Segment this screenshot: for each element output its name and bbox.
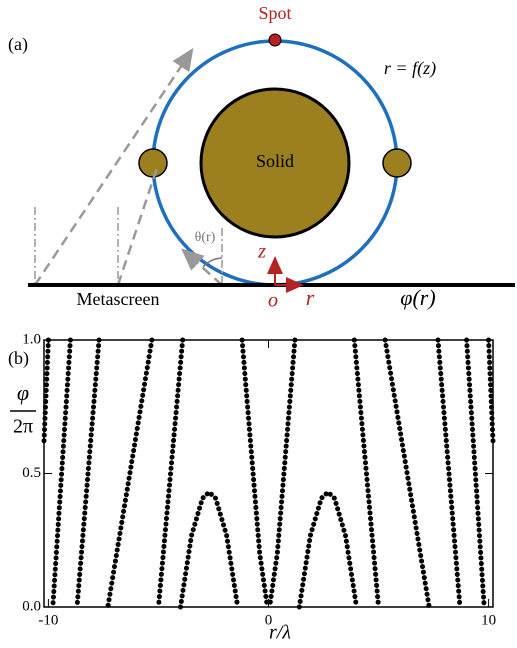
phase-label: φ(r) <box>400 285 435 310</box>
phase-curve <box>158 340 182 607</box>
plot-frame <box>44 340 493 607</box>
solid-label: Solid <box>256 151 294 171</box>
phase-curve <box>108 340 152 607</box>
curve-label: r = f(z) <box>384 58 436 79</box>
normals <box>35 207 222 285</box>
spot-label: Spot <box>258 3 291 23</box>
rays <box>35 50 222 285</box>
diagram: (a) Spot r = f(z) Solid θ(r) z o r Metas… <box>8 3 515 311</box>
x-tick-label: -10 <box>38 612 58 628</box>
spot-dot <box>269 34 281 46</box>
y-tick-label: 0.5 <box>22 465 41 481</box>
phase-chart: (b) r/λ φ 2π -10 0 10 0.0 0.5 1.0 <box>8 331 496 643</box>
ray <box>35 50 192 285</box>
phase-curve <box>354 340 378 607</box>
y-axis-label: 2π <box>13 416 33 438</box>
phase-curve <box>242 340 267 607</box>
phase-curve <box>467 340 485 607</box>
phase-curve <box>180 492 237 607</box>
small-particle <box>139 149 167 177</box>
phase-curve <box>77 340 99 607</box>
page: {"diagram": {"panel_label": "(a)", "spot… <box>0 0 517 648</box>
x-axis-label: r/λ <box>269 622 291 644</box>
x-tick-label: 0 <box>265 612 273 628</box>
z-label: z <box>257 241 266 263</box>
y-tick-label: 1.0 <box>22 331 41 347</box>
panel-label: (b) <box>8 348 29 369</box>
small-particle <box>383 149 411 177</box>
y-axis-label: φ <box>17 380 29 405</box>
figure: (a) Spot r = f(z) Solid θ(r) z o r Metas… <box>0 0 517 648</box>
metascreen-label: Metascreen <box>77 289 160 309</box>
ray <box>118 165 158 285</box>
angle-label: θ(r) <box>195 230 216 245</box>
y-tick-label: 0.0 <box>22 598 41 614</box>
phase-curve <box>438 340 460 607</box>
x-tick-label: 10 <box>481 612 496 628</box>
panel-label: (a) <box>8 34 28 55</box>
origin-label: o <box>268 290 278 312</box>
phase-curve <box>53 340 71 607</box>
phase-curve <box>270 340 295 607</box>
phase-curve <box>385 340 429 607</box>
phase-curve <box>299 492 356 607</box>
ray <box>183 250 222 285</box>
r-label: r <box>306 285 315 310</box>
